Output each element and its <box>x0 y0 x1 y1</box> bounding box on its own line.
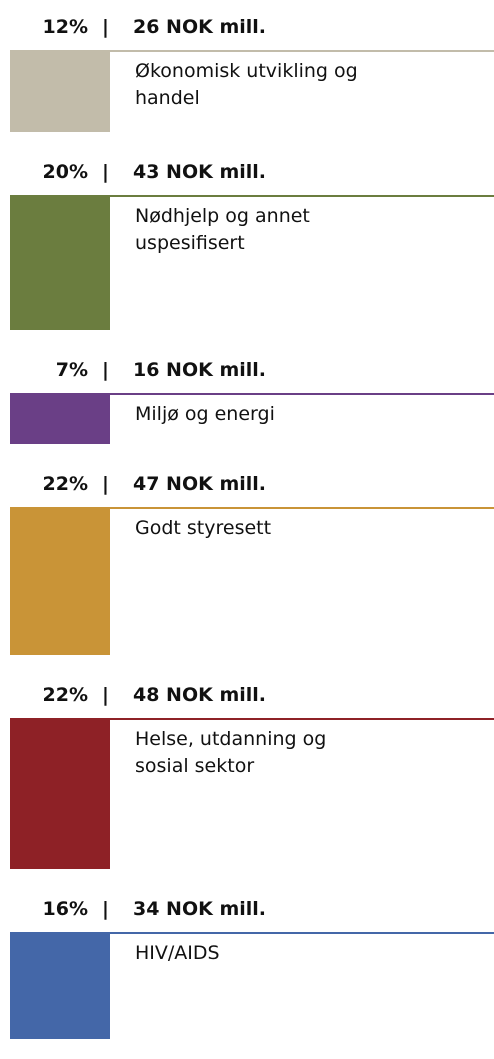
amount-label: 26 NOK mill. <box>133 16 266 38</box>
amount-label: 43 NOK mill. <box>133 160 266 183</box>
separator: | <box>102 359 109 382</box>
rule <box>110 717 494 720</box>
rule <box>110 932 494 934</box>
category-label: Nødhjelp og annet uspesifisert <box>135 204 310 254</box>
category-label: Helse, utdanning og sosial sektor <box>135 727 327 777</box>
category-label: Godt styresett <box>135 516 272 539</box>
percent-label: 16% <box>42 898 88 920</box>
separator: | <box>102 160 109 183</box>
percent-label: 7% <box>55 359 88 382</box>
block <box>10 932 110 1040</box>
percent-label: 22% <box>42 683 88 706</box>
separator: | <box>102 16 109 38</box>
rule <box>110 506 494 509</box>
category-label: Økonomisk utvikling og handel <box>135 60 358 109</box>
category-label: Miljø og energi <box>135 403 275 426</box>
block <box>10 393 110 444</box>
separator: | <box>102 683 109 706</box>
percent-label: 22% <box>42 472 88 495</box>
rule <box>110 393 494 396</box>
percent-label: 12% <box>42 16 88 38</box>
rule <box>110 194 494 197</box>
block <box>10 717 110 869</box>
category-label: HIV/AIDS <box>135 942 220 964</box>
rule <box>110 50 494 52</box>
amount-label: 47 NOK mill. <box>133 472 266 495</box>
amount-label: 48 NOK mill. <box>133 683 266 706</box>
block <box>10 50 110 132</box>
percent-label: 20% <box>42 160 88 183</box>
amount-label: 34 NOK mill. <box>133 898 266 920</box>
amount-label: 16 NOK mill. <box>133 359 266 382</box>
block <box>10 506 110 655</box>
separator: | <box>102 472 109 495</box>
block <box>10 194 110 331</box>
separator: | <box>102 898 109 920</box>
